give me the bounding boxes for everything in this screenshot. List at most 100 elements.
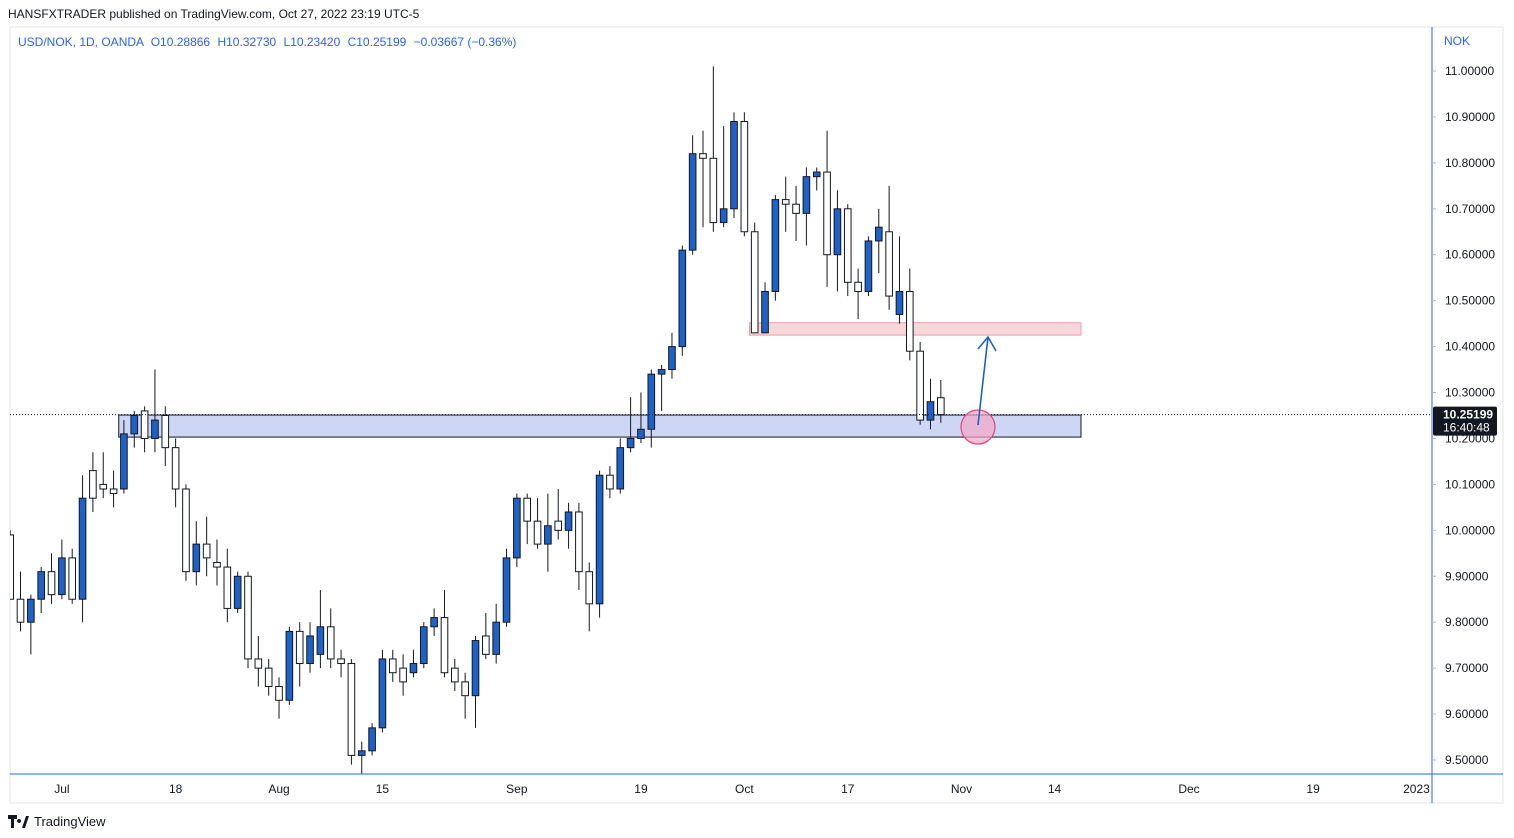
y-tick-label: 10.40000 <box>1445 340 1495 354</box>
candle-body <box>678 249 687 348</box>
candle-body <box>388 658 397 674</box>
candle-body <box>140 410 149 439</box>
zone <box>118 414 1082 438</box>
candle-body <box>874 226 883 242</box>
candle-body <box>151 419 159 439</box>
y-tick-label: 10.50000 <box>1445 294 1495 308</box>
candle-body <box>895 290 904 315</box>
candle-body <box>264 667 273 687</box>
candle-body <box>926 401 935 421</box>
symbol: USD/NOK, 1D, OANDA <box>18 35 144 49</box>
candle-body <box>99 483 108 490</box>
y-tick-label: 9.70000 <box>1445 661 1489 675</box>
marker-circle <box>960 409 996 445</box>
candle-body <box>905 290 914 352</box>
candle-body <box>823 171 831 256</box>
candle-body <box>740 121 749 233</box>
candle-body <box>337 658 345 665</box>
candle-body <box>523 497 532 522</box>
x-tick-label: 15 <box>376 782 390 796</box>
candle-body <box>750 231 759 334</box>
candle-body <box>833 208 842 256</box>
legend-open: O10.28866 <box>151 35 211 49</box>
zone <box>749 322 1082 336</box>
footer: TradingView <box>34 814 106 829</box>
candle-body <box>326 626 335 660</box>
candle-body <box>657 369 666 375</box>
candle-body <box>730 121 738 210</box>
candle-body <box>419 626 428 665</box>
candle-body <box>471 640 480 697</box>
y-tick-label: 10.30000 <box>1445 386 1495 400</box>
currency-label: NOK <box>1444 34 1470 48</box>
candle-body <box>564 511 573 531</box>
candle-body <box>864 240 873 292</box>
x-tick-label: 19 <box>634 782 648 796</box>
candle-body <box>357 750 366 756</box>
x-tick-label: Aug <box>268 782 289 796</box>
candle-body <box>513 497 521 559</box>
candle-body <box>626 437 635 449</box>
candle-body <box>182 488 190 573</box>
candle-body <box>812 171 821 178</box>
x-tick-label: Jul <box>54 782 69 796</box>
candle-body <box>233 575 242 609</box>
candle-body <box>409 663 418 674</box>
legend: USD/NOK, 1D, OANDA O10.28866 H10.32730 L… <box>18 35 516 49</box>
candle-body <box>254 658 263 669</box>
candle-body <box>10 534 14 600</box>
y-tick-label: 11.00000 <box>1445 64 1494 78</box>
candle-body <box>316 626 325 655</box>
x-tick-label: 18 <box>169 782 183 796</box>
candle-body <box>285 630 294 701</box>
candle-body <box>885 231 893 297</box>
x-tick-label: Oct <box>735 782 754 796</box>
candle-body <box>295 630 304 665</box>
last-price-label: 10.25199 <box>1443 408 1493 422</box>
y-tick-label: 10.90000 <box>1445 110 1495 124</box>
candle-body <box>719 208 728 224</box>
y-tick-label: 9.90000 <box>1445 569 1489 583</box>
arrow-shaft <box>977 336 989 426</box>
candle-body <box>213 561 221 568</box>
candle-body <box>78 497 87 600</box>
candle-body <box>482 635 490 655</box>
candle-body <box>347 663 356 756</box>
x-tick-label: 19 <box>1306 782 1320 796</box>
candle-body <box>668 346 676 371</box>
legend-low: L10.23420 <box>284 35 341 49</box>
candle-body <box>68 557 77 600</box>
candle-body <box>854 281 862 292</box>
candle-body <box>223 566 232 609</box>
y-tick-label: 9.80000 <box>1445 615 1489 629</box>
candle-body <box>709 157 718 224</box>
candle-body <box>616 447 625 490</box>
candle-body <box>533 520 542 545</box>
candle-body <box>58 557 66 596</box>
candle-body <box>688 153 697 251</box>
plot-area <box>10 66 1432 774</box>
last-price-tag <box>1433 406 1497 436</box>
candle-body <box>89 470 97 499</box>
legend-close: C10.25199 <box>348 35 407 49</box>
candle-body <box>554 520 563 531</box>
x-tick-label: Dec <box>1178 782 1199 796</box>
candle-body <box>16 598 25 623</box>
candle-body <box>306 635 314 665</box>
candle-body <box>440 617 449 674</box>
candle-body <box>544 525 552 545</box>
x-tick-label: 17 <box>841 782 855 796</box>
candle-body <box>585 571 594 605</box>
legend-change: −0.03667 (−0.36%) <box>414 35 517 49</box>
x-tick-label: 14 <box>1048 782 1062 796</box>
candle-body <box>47 571 56 596</box>
candle-body <box>120 433 128 490</box>
candle-body <box>244 575 252 660</box>
footer-logo <box>8 815 29 828</box>
y-tick-label: 10.00000 <box>1445 523 1495 537</box>
candle-body <box>202 543 211 559</box>
candle-body <box>492 621 500 655</box>
legend-high: H10.32730 <box>217 35 276 49</box>
